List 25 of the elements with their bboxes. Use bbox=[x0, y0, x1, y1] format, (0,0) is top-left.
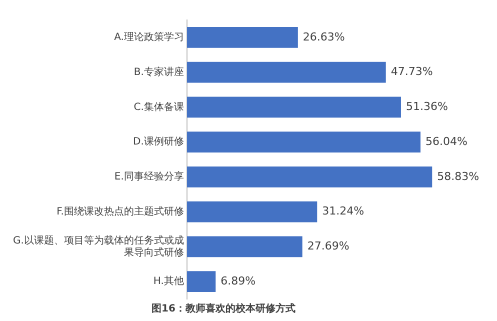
bar bbox=[186, 236, 302, 258]
bar bbox=[186, 201, 318, 222]
y-tick-label: H.其他 bbox=[153, 275, 184, 288]
data-label: 31.24% bbox=[322, 204, 364, 218]
y-tick-label: G.以课题、项目等为载体的任务式或成果导向式研修 bbox=[12, 234, 184, 258]
data-label: 6.89% bbox=[220, 274, 256, 288]
data-label: 27.69% bbox=[307, 240, 350, 253]
y-tick-label: A.理论政策学习 bbox=[114, 31, 184, 44]
y-tick-label: E.同事经验分享 bbox=[114, 170, 184, 183]
data-label: 26.63% bbox=[302, 30, 345, 44]
data-label: 51.36% bbox=[406, 100, 448, 114]
y-tick-label: D.课例研修 bbox=[133, 136, 184, 148]
data-label: 56.04% bbox=[425, 134, 468, 148]
data-label: 58.83% bbox=[437, 170, 480, 183]
text: 图16：教师喜欢的校本研修方式 bbox=[152, 302, 296, 315]
y-tick-label: B.专家讲座 bbox=[134, 66, 184, 78]
data-label: 47.73% bbox=[390, 65, 433, 78]
bar bbox=[186, 26, 298, 48]
y-tick-label: F.围绕课改热点的主题式研修 bbox=[56, 205, 184, 218]
bar bbox=[186, 271, 216, 292]
bar bbox=[186, 132, 420, 153]
bar bbox=[186, 62, 386, 83]
y-tick-label: C.集体备课 bbox=[134, 100, 184, 113]
bar bbox=[186, 96, 401, 118]
bar bbox=[186, 166, 432, 188]
